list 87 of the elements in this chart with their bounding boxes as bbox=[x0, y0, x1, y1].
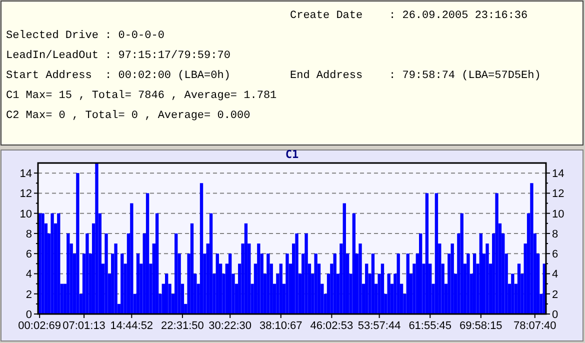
y2-tick-label: 4 bbox=[552, 268, 558, 281]
bar bbox=[114, 244, 118, 314]
y-tick-label: 2 bbox=[26, 288, 32, 301]
bar bbox=[295, 233, 298, 314]
bar bbox=[486, 244, 489, 314]
bar bbox=[228, 254, 232, 314]
bar bbox=[495, 193, 498, 314]
y-tick-label: 6 bbox=[26, 248, 32, 261]
y2-tick-label: 0 bbox=[552, 309, 558, 321]
bar bbox=[146, 193, 150, 314]
bar bbox=[50, 213, 54, 314]
x-tick-label: 69:58:15 bbox=[460, 320, 502, 332]
bar bbox=[130, 203, 134, 314]
bar bbox=[352, 213, 356, 314]
bar bbox=[190, 223, 194, 314]
bar bbox=[479, 233, 482, 314]
bar bbox=[41, 213, 44, 314]
bar bbox=[266, 254, 270, 314]
y2-tick-label: 14 bbox=[552, 168, 564, 180]
bar bbox=[66, 233, 70, 314]
bar bbox=[419, 233, 422, 314]
text: C1 Max= 15 , Total= 7846 , Average= 1.781 bbox=[6, 90, 278, 102]
x-tick-label: 46:02:53 bbox=[310, 320, 354, 332]
bar bbox=[358, 244, 362, 314]
bar bbox=[314, 254, 318, 314]
bar bbox=[216, 254, 219, 314]
text: C2 Max= 0 , Total= 0 , Average= 0.000 bbox=[6, 110, 250, 122]
bar bbox=[333, 254, 336, 314]
x-tick-label: 00:02:69 bbox=[18, 320, 61, 332]
bar bbox=[472, 254, 476, 314]
x-tick-label: 07:01:13 bbox=[62, 320, 106, 332]
y2-tick-label: 12 bbox=[552, 188, 564, 200]
bar bbox=[86, 233, 89, 314]
bar bbox=[450, 244, 454, 314]
bar bbox=[257, 244, 260, 314]
bar bbox=[425, 193, 429, 314]
x-tick-label: 22:31:50 bbox=[161, 320, 204, 332]
bar bbox=[200, 183, 204, 314]
text: LeadIn/LeadOut : 97:15:17/79:59:70 bbox=[6, 50, 230, 62]
bar bbox=[511, 274, 514, 314]
bar bbox=[434, 193, 438, 314]
bar bbox=[371, 254, 375, 314]
y2-tick-label: 10 bbox=[552, 208, 564, 220]
x-tick-label: 53:57:44 bbox=[358, 320, 401, 332]
bar bbox=[174, 233, 178, 314]
x-tick-label: 30:22:30 bbox=[208, 320, 252, 332]
y-tick-label: 8 bbox=[26, 228, 32, 240]
bar bbox=[460, 213, 464, 314]
bar bbox=[136, 254, 140, 314]
bar bbox=[530, 183, 534, 314]
y2-tick-label: 2 bbox=[552, 288, 558, 301]
bar bbox=[304, 233, 308, 314]
x-tick-label: 38:10:67 bbox=[259, 320, 302, 332]
y-tick-label: 4 bbox=[26, 268, 32, 281]
bar bbox=[76, 173, 80, 314]
text: Start Address : 00:02:00 (LBA=0h) bbox=[6, 70, 230, 82]
bar bbox=[517, 264, 521, 314]
bar bbox=[380, 264, 384, 314]
bar bbox=[95, 163, 98, 314]
bar bbox=[396, 254, 400, 314]
chart-title: C1 bbox=[285, 148, 299, 161]
y-tick-label: 0 bbox=[26, 309, 32, 321]
bar bbox=[279, 264, 282, 314]
bar bbox=[387, 274, 390, 314]
bar bbox=[342, 203, 346, 314]
text: End Address : 79:58:74 (LBA=57D5Eh) bbox=[290, 70, 541, 82]
bar bbox=[165, 274, 168, 314]
bar bbox=[365, 264, 368, 314]
y-tick-label: 14 bbox=[20, 168, 32, 180]
bar bbox=[209, 213, 213, 314]
y-tick-label: 12 bbox=[20, 188, 32, 200]
y2-tick-label: 6 bbox=[552, 248, 558, 261]
bar bbox=[104, 233, 108, 314]
text: Create Date : 26.09.2005 23:16:36 bbox=[290, 10, 528, 22]
y-tick-label: 10 bbox=[20, 208, 32, 220]
bar bbox=[155, 213, 159, 314]
y2-tick-label: 8 bbox=[552, 228, 558, 240]
x-tick-label: 14:44:52 bbox=[110, 320, 154, 332]
bar bbox=[286, 254, 289, 314]
x-tick-label: 61:55:45 bbox=[408, 320, 452, 332]
bar bbox=[244, 223, 248, 314]
x-tick-label: 78:07:40 bbox=[513, 320, 556, 332]
bar bbox=[120, 254, 124, 314]
text: Selected Drive : 0-0-0-0 bbox=[6, 30, 164, 42]
bar bbox=[57, 213, 60, 314]
bar bbox=[406, 254, 410, 314]
bar bbox=[466, 254, 470, 314]
